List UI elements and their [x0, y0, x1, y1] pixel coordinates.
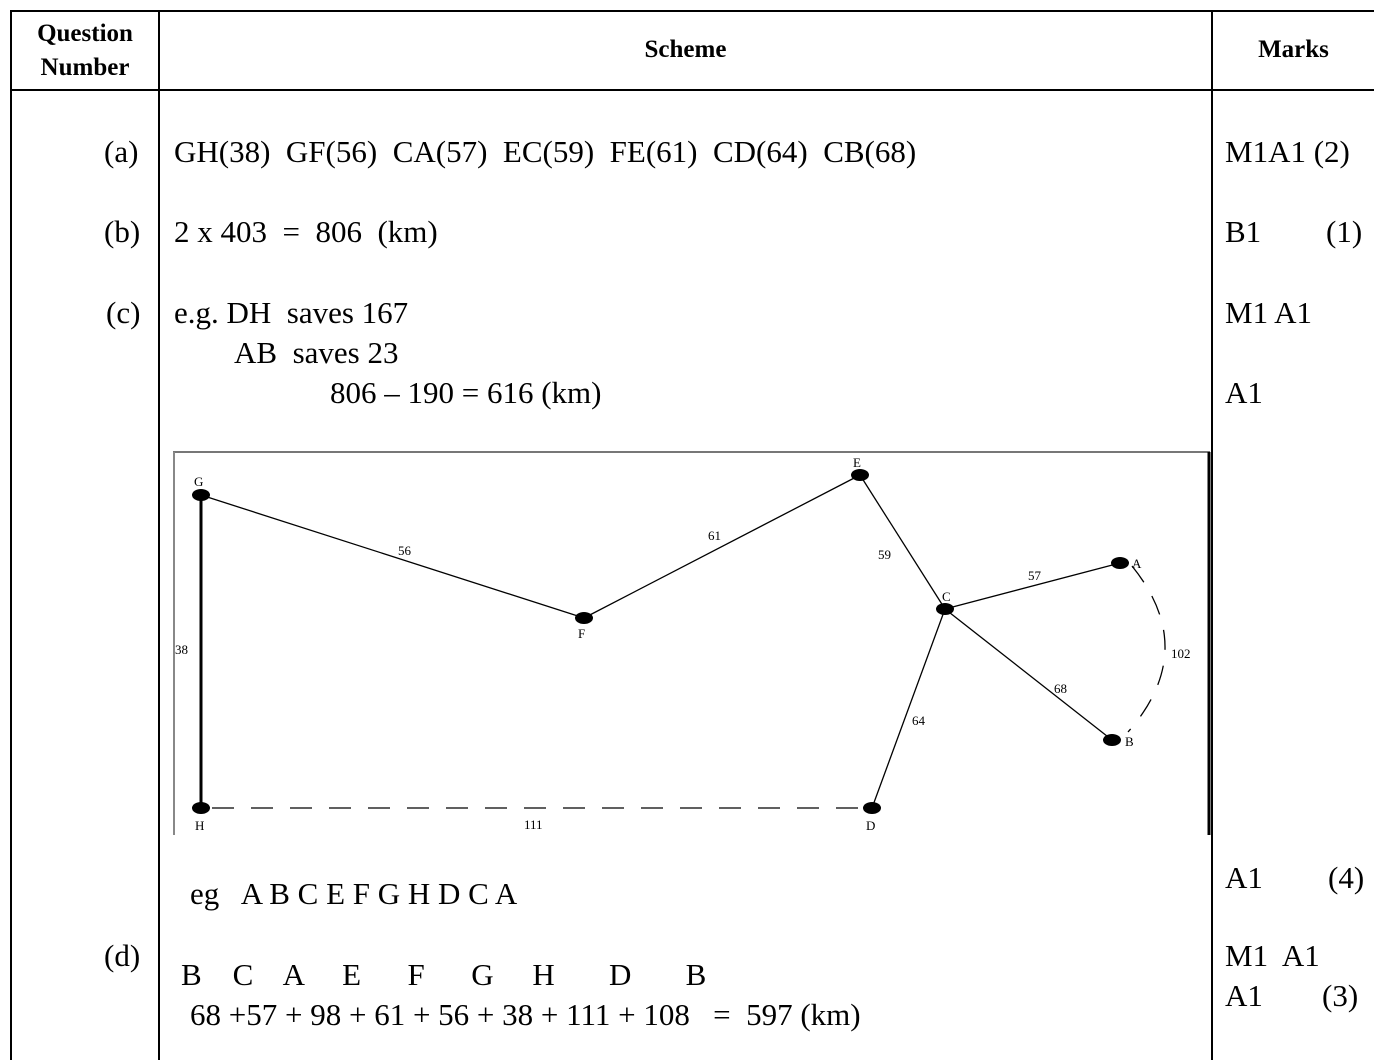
- edge-gf: [200, 494, 585, 619]
- node-label-d: D: [866, 818, 875, 833]
- part-c-marks1: M1 A1: [1225, 295, 1312, 330]
- weight-cd: 64: [912, 713, 926, 728]
- part-c-marks-final-code: A1: [1225, 860, 1263, 895]
- column-divider-2: [1211, 10, 1213, 1060]
- edge-ec: [859, 474, 946, 610]
- node-c: [936, 603, 954, 615]
- node-b: [1103, 734, 1121, 746]
- edge-cd: [871, 608, 946, 809]
- edge-fe: [583, 474, 861, 619]
- part-d-marks1: M1 A1: [1225, 938, 1320, 973]
- weight-cb: 68: [1054, 681, 1067, 696]
- node-h: [192, 802, 210, 814]
- node-label-h: H: [195, 818, 204, 833]
- part-d-marks2-total: (3): [1322, 978, 1359, 1013]
- part-d-label: (d): [104, 938, 141, 973]
- part-c-line3: 806 – 190 = 616 (km): [330, 375, 602, 410]
- weight-ec: 59: [878, 547, 891, 562]
- node-label-f: F: [578, 626, 585, 641]
- part-a-scheme: GH(38) GF(56) CA(57) EC(59) FE(61) CD(64…: [174, 134, 917, 169]
- part-c-marks2: A1: [1225, 375, 1263, 410]
- part-c-line2: AB saves 23: [234, 335, 399, 370]
- node-label-g: G: [194, 474, 203, 489]
- header-question-line2: Number: [40, 54, 130, 81]
- column-divider-1: [158, 10, 160, 1060]
- part-d-route: B C A E F G H D B: [181, 957, 707, 992]
- edge-ab-dashed: [1127, 565, 1166, 733]
- header-question-line1: Question: [37, 20, 133, 47]
- table-top-border: [10, 10, 1374, 12]
- part-a-marks: M1A1 (2): [1225, 134, 1350, 169]
- node-f: [575, 612, 593, 624]
- node-label-e: E: [853, 455, 861, 470]
- header-scheme: Scheme: [644, 36, 727, 63]
- part-c-route: eg A B C E F G H D C A: [190, 876, 518, 911]
- table-left-border: [10, 10, 12, 1060]
- part-b-marks-total: (1): [1326, 214, 1363, 249]
- node-d: [863, 802, 881, 814]
- part-b-scheme: 2 x 403 = 806 (km): [174, 214, 438, 249]
- part-a-label: (a): [104, 134, 139, 169]
- weight-fe: 61: [708, 528, 721, 543]
- part-d-sum: 68 +57 + 98 + 61 + 56 + 38 + 111 + 108 =…: [190, 997, 861, 1032]
- node-e: [851, 469, 869, 481]
- header-question-number: Question Number: [12, 17, 158, 85]
- part-c-line1: e.g. DH saves 167: [174, 295, 409, 330]
- part-c-label: (c): [106, 295, 141, 330]
- weight-gf: 56: [398, 543, 412, 558]
- node-a: [1111, 557, 1129, 569]
- weight-hd: 111: [524, 817, 543, 832]
- part-b-label: (b): [104, 214, 141, 249]
- part-d-marks2-code: A1: [1225, 978, 1263, 1013]
- weight-ca: 57: [1028, 568, 1042, 583]
- header-marks: Marks: [1258, 36, 1329, 63]
- node-label-a: A: [1132, 556, 1142, 571]
- node-g: [192, 489, 210, 501]
- weight-gh: 38: [175, 642, 188, 657]
- weight-ab: 102: [1171, 646, 1191, 661]
- node-label-b: B: [1125, 734, 1134, 749]
- part-c-marks-final-total: (4): [1328, 860, 1365, 895]
- header-bottom-border: [10, 89, 1374, 91]
- part-b-marks-code: B1: [1225, 214, 1262, 249]
- node-label-c: C: [942, 589, 951, 604]
- network-diagram: G F E C A B H D 56 61 59 57 68 64 38 111…: [173, 451, 1211, 835]
- edge-ca: [944, 562, 1121, 610]
- edge-cb: [944, 608, 1113, 741]
